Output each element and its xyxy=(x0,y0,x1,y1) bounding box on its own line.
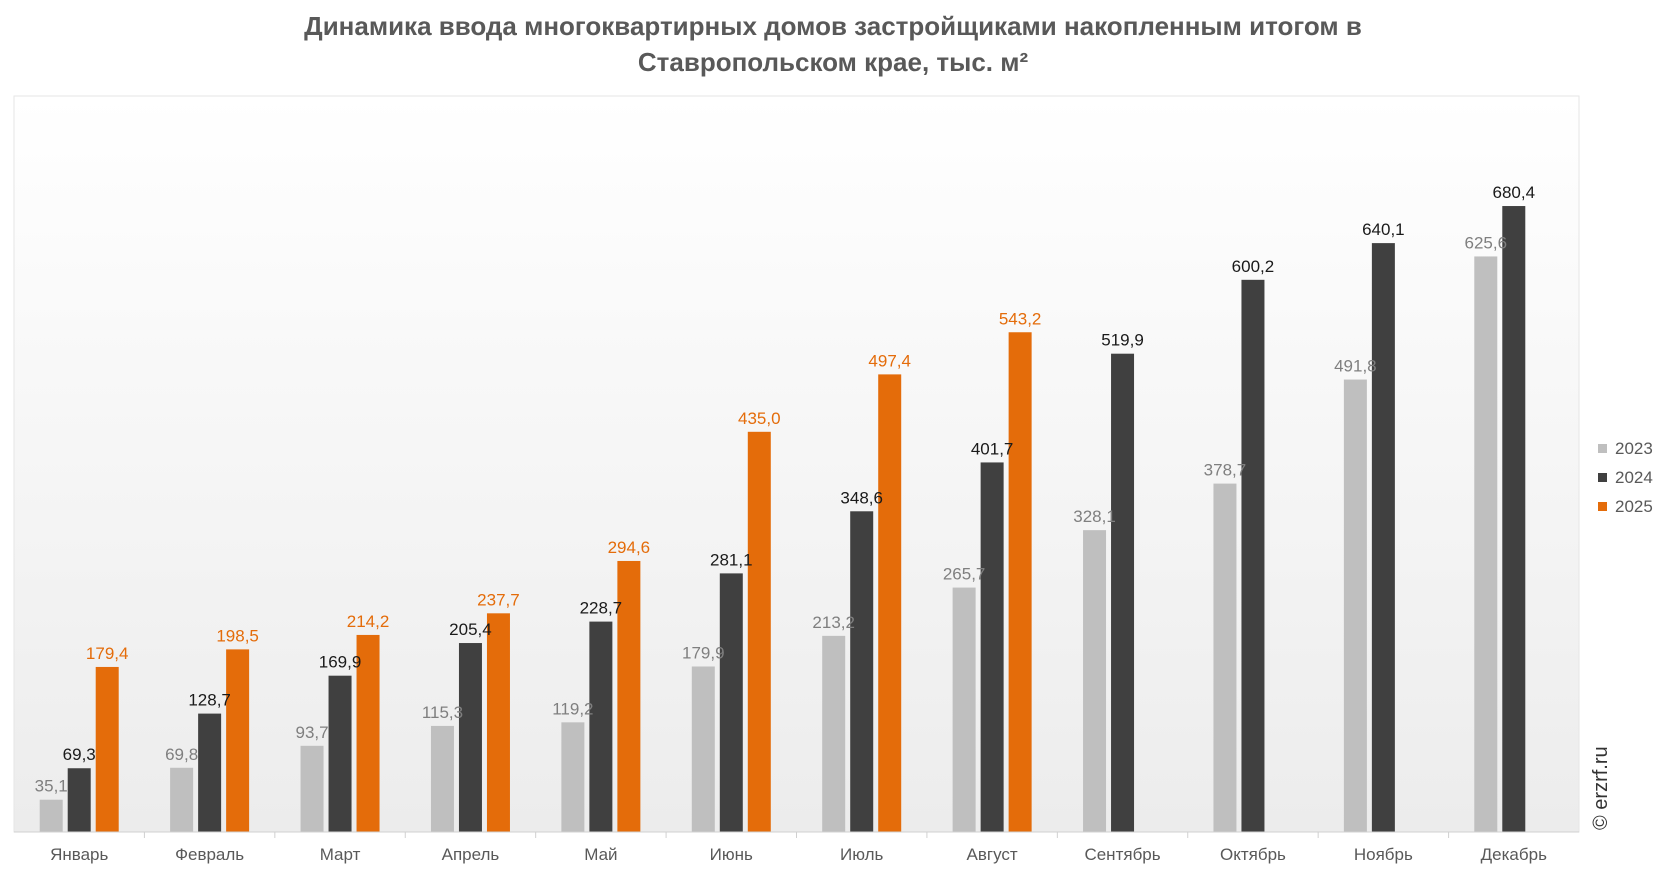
data-label-2025: 497,4 xyxy=(868,351,911,370)
legend-swatch xyxy=(1598,473,1607,482)
bar-2024 xyxy=(67,768,91,832)
x-tick-label: Апрель xyxy=(442,845,500,864)
bar-2023 xyxy=(1343,379,1367,832)
data-label-2025: 237,7 xyxy=(477,590,520,609)
data-label-2024: 519,9 xyxy=(1101,331,1144,350)
bar-2024 xyxy=(589,621,613,832)
chart-title-line-1: Динамика ввода многоквартирных домов зас… xyxy=(304,11,1362,41)
x-tick-label: Февраль xyxy=(175,845,244,864)
bar-2025 xyxy=(617,560,641,832)
bar-2023 xyxy=(952,587,976,832)
legend-swatch xyxy=(1598,502,1607,511)
x-tick-label: Май xyxy=(584,845,617,864)
data-label-2025: 294,6 xyxy=(608,538,651,557)
data-label-2023: 179,9 xyxy=(682,643,725,662)
chart-title: Динамика ввода многоквартирных домов зас… xyxy=(0,8,1666,80)
bar-2023 xyxy=(822,635,846,832)
bar-2025 xyxy=(486,613,510,832)
data-label-2023: 491,8 xyxy=(1334,357,1377,376)
data-label-2023: 328,1 xyxy=(1073,507,1116,526)
bar-2025 xyxy=(1008,332,1032,832)
data-label-2024: 401,7 xyxy=(971,439,1014,458)
bar-2024 xyxy=(1371,243,1395,832)
legend: 2023 2024 2025 xyxy=(1598,434,1653,521)
chart-title-line-2: Ставропольском крае, тыс. м² xyxy=(637,47,1029,77)
data-label-2025: 214,2 xyxy=(347,612,390,631)
bar-2023 xyxy=(1213,483,1237,832)
legend-item-2023: 2023 xyxy=(1598,434,1653,463)
data-label-2025: 435,0 xyxy=(738,409,781,428)
bar-2023 xyxy=(691,666,715,832)
x-tick-label: Ноябрь xyxy=(1354,845,1413,864)
bar-2024 xyxy=(198,713,222,832)
x-tick-label: Август xyxy=(967,845,1018,864)
data-label-2024: 205,4 xyxy=(449,620,492,639)
bar-2025 xyxy=(878,374,902,832)
bar-2023 xyxy=(430,725,454,832)
data-label-2023: 69,8 xyxy=(165,745,198,764)
data-label-2024: 348,6 xyxy=(840,488,883,507)
bar-2023 xyxy=(39,799,63,832)
data-label-2024: 640,1 xyxy=(1362,220,1405,239)
bar-2024 xyxy=(980,462,1004,832)
bar-2024 xyxy=(1111,353,1135,832)
watermark-text: © erzrf.ru xyxy=(1590,746,1612,830)
bar-2025 xyxy=(226,649,250,832)
data-label-2024: 281,1 xyxy=(710,550,753,569)
bar-2024 xyxy=(458,643,482,832)
data-label-2023: 213,2 xyxy=(812,613,855,632)
data-label-2024: 169,9 xyxy=(319,653,362,672)
bar-2023 xyxy=(561,722,585,832)
x-tick-label: Январь xyxy=(50,845,108,864)
bar-2025 xyxy=(747,431,771,832)
data-label-2024: 128,7 xyxy=(188,691,231,710)
bar-2024 xyxy=(850,511,874,832)
data-label-2023: 115,3 xyxy=(422,703,463,722)
data-label-2024: 69,3 xyxy=(63,745,96,764)
data-label-2023: 265,7 xyxy=(943,565,986,584)
data-label-2023: 378,7 xyxy=(1204,461,1247,480)
bar-2023 xyxy=(300,745,324,832)
legend-swatch xyxy=(1598,444,1607,453)
x-tick-label: Декабрь xyxy=(1481,845,1547,864)
bar-2025 xyxy=(95,666,119,832)
bar-2023 xyxy=(170,767,194,832)
x-tick-label: Июнь xyxy=(710,845,753,864)
legend-label: 2025 xyxy=(1615,496,1653,516)
data-label-2023: 93,7 xyxy=(295,723,328,742)
bar-2023 xyxy=(1083,530,1107,832)
data-label-2023: 35,1 xyxy=(35,777,68,796)
bar-2024 xyxy=(1502,206,1526,833)
bar-2025 xyxy=(356,634,380,832)
x-tick-label: Сентябрь xyxy=(1084,845,1160,864)
data-label-2025: 198,5 xyxy=(216,626,259,645)
data-label-2024: 600,2 xyxy=(1232,257,1275,276)
legend-label: 2023 xyxy=(1615,438,1653,458)
data-label-2023: 119,2 xyxy=(552,699,593,718)
x-tick-label: Июль xyxy=(840,845,884,864)
plot-area xyxy=(13,95,1580,833)
data-label-2023: 625,6 xyxy=(1465,233,1508,252)
x-tick-label: Октябрь xyxy=(1220,845,1286,864)
data-label-2025: 543,2 xyxy=(999,309,1042,328)
bar-2023 xyxy=(1474,256,1498,832)
legend-item-2025: 2025 xyxy=(1598,492,1653,521)
bar-2024 xyxy=(1241,279,1265,832)
legend-label: 2024 xyxy=(1615,467,1653,487)
bar-2024 xyxy=(719,573,743,832)
legend-item-2024: 2024 xyxy=(1598,463,1653,492)
bar-2024 xyxy=(328,675,352,832)
data-label-2024: 680,4 xyxy=(1493,183,1536,202)
data-label-2024: 228,7 xyxy=(580,599,623,618)
data-label-2025: 179,4 xyxy=(86,644,129,663)
x-tick-label: Март xyxy=(320,845,361,864)
